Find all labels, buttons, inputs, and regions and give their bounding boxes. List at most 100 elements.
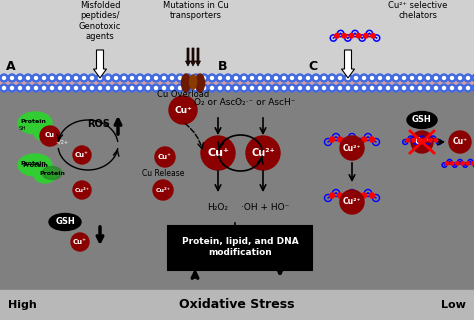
Circle shape: [160, 84, 168, 92]
Circle shape: [312, 84, 320, 92]
Circle shape: [64, 84, 72, 92]
Circle shape: [368, 84, 376, 92]
Circle shape: [112, 84, 120, 92]
Circle shape: [243, 86, 246, 90]
Circle shape: [450, 86, 454, 90]
Circle shape: [115, 86, 118, 90]
Text: B: B: [218, 60, 228, 73]
Circle shape: [336, 74, 344, 82]
Ellipse shape: [34, 167, 56, 183]
Circle shape: [379, 86, 382, 90]
Text: Cu⁺: Cu⁺: [453, 137, 467, 146]
Circle shape: [337, 137, 343, 142]
Circle shape: [152, 74, 160, 82]
Circle shape: [386, 76, 390, 79]
Circle shape: [122, 86, 126, 90]
Circle shape: [346, 86, 349, 90]
Circle shape: [91, 76, 93, 79]
Circle shape: [304, 74, 312, 82]
Circle shape: [312, 74, 320, 82]
Circle shape: [18, 86, 21, 90]
Circle shape: [376, 84, 384, 92]
Circle shape: [138, 86, 142, 90]
Circle shape: [416, 84, 424, 92]
Circle shape: [408, 74, 416, 82]
Text: Cu²⁺ selective
chelators: Cu²⁺ selective chelators: [388, 1, 447, 20]
FancyArrow shape: [93, 50, 107, 78]
Circle shape: [88, 74, 96, 82]
Circle shape: [138, 76, 142, 79]
Circle shape: [272, 84, 280, 92]
Circle shape: [64, 74, 72, 82]
Circle shape: [235, 86, 237, 90]
Circle shape: [307, 76, 310, 79]
Circle shape: [152, 84, 160, 92]
Ellipse shape: [34, 125, 56, 141]
Circle shape: [410, 76, 413, 79]
Text: Misfolded
peptides/
Genotoxic
agents: Misfolded peptides/ Genotoxic agents: [79, 1, 121, 41]
Circle shape: [179, 86, 182, 90]
Circle shape: [43, 86, 46, 90]
Circle shape: [352, 84, 360, 92]
Circle shape: [344, 74, 352, 82]
Circle shape: [219, 86, 221, 90]
Circle shape: [412, 139, 415, 142]
Circle shape: [186, 86, 190, 90]
Circle shape: [464, 74, 472, 82]
Circle shape: [360, 74, 368, 82]
Circle shape: [346, 193, 350, 198]
Circle shape: [384, 74, 392, 82]
Circle shape: [291, 86, 293, 90]
Circle shape: [466, 162, 469, 165]
Circle shape: [179, 76, 182, 79]
Circle shape: [227, 76, 229, 79]
Circle shape: [51, 86, 54, 90]
Circle shape: [440, 84, 448, 92]
Text: H₂O₂: H₂O₂: [208, 204, 228, 212]
Circle shape: [440, 74, 448, 82]
Circle shape: [371, 76, 374, 79]
Circle shape: [171, 86, 173, 90]
Circle shape: [428, 139, 432, 142]
Circle shape: [364, 34, 368, 38]
Text: ·OH + HO⁻: ·OH + HO⁻: [241, 204, 289, 212]
Circle shape: [280, 74, 288, 82]
Circle shape: [66, 76, 70, 79]
Circle shape: [349, 34, 354, 38]
Circle shape: [329, 193, 335, 198]
Circle shape: [461, 162, 464, 165]
Circle shape: [176, 74, 184, 82]
Circle shape: [362, 137, 366, 142]
Circle shape: [402, 76, 405, 79]
Text: O₂ or Asc·⁻: O₂ or Asc·⁻: [193, 98, 243, 107]
Circle shape: [104, 84, 112, 92]
Circle shape: [320, 74, 328, 82]
Circle shape: [163, 76, 165, 79]
Circle shape: [384, 84, 392, 92]
Circle shape: [320, 84, 328, 92]
Circle shape: [176, 84, 184, 92]
Circle shape: [451, 162, 454, 165]
Circle shape: [392, 74, 400, 82]
Circle shape: [427, 86, 429, 90]
Ellipse shape: [49, 213, 81, 230]
Circle shape: [144, 74, 152, 82]
Circle shape: [91, 86, 93, 90]
Circle shape: [423, 139, 427, 142]
Circle shape: [235, 76, 237, 79]
Text: Protein, lipid, and DNA
modification: Protein, lipid, and DNA modification: [182, 237, 298, 257]
Text: Protein: Protein: [39, 171, 65, 175]
Circle shape: [208, 74, 216, 82]
Circle shape: [400, 84, 408, 92]
Circle shape: [10, 86, 13, 90]
Circle shape: [168, 74, 176, 82]
Circle shape: [338, 76, 341, 79]
Circle shape: [208, 84, 216, 92]
Circle shape: [288, 84, 296, 92]
Text: Cu²⁺: Cu²⁺: [74, 188, 90, 193]
Circle shape: [352, 74, 360, 82]
Circle shape: [336, 84, 344, 92]
Circle shape: [296, 74, 304, 82]
Circle shape: [56, 74, 64, 82]
Circle shape: [250, 76, 254, 79]
